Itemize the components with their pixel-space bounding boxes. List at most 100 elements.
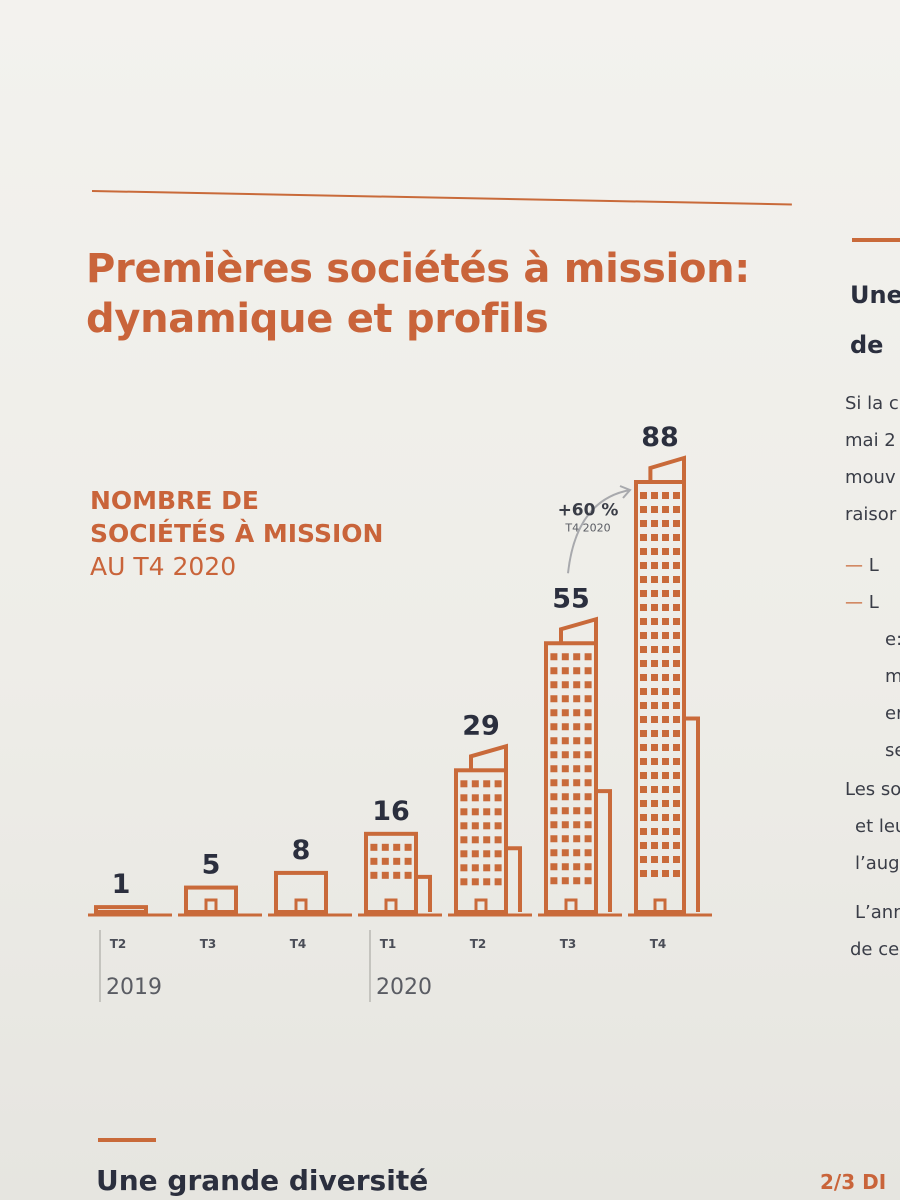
bullet-dash-icon: — bbox=[845, 592, 869, 613]
bar-window bbox=[640, 520, 647, 527]
x-tick-label: T2 bbox=[110, 937, 127, 951]
growth-arrow bbox=[567, 489, 631, 574]
bar-window bbox=[460, 864, 468, 872]
bar-window bbox=[573, 709, 581, 717]
bar-window bbox=[662, 828, 669, 835]
bar-window bbox=[573, 653, 581, 661]
next-section-heading: Une grande diversité bbox=[96, 1164, 429, 1197]
bar-window bbox=[662, 744, 669, 751]
right-bullet-cont: se bbox=[885, 740, 900, 761]
bar-window bbox=[662, 702, 669, 709]
bar-window bbox=[550, 723, 558, 731]
title-line-1: Premières sociétés à mission: bbox=[86, 246, 750, 292]
bar-window bbox=[662, 870, 669, 877]
bar-window bbox=[662, 800, 669, 807]
bar-window bbox=[662, 772, 669, 779]
bar-window bbox=[584, 723, 592, 731]
bar-window bbox=[640, 646, 647, 653]
bar-window bbox=[673, 576, 680, 583]
bar-door bbox=[653, 898, 667, 914]
bar-window bbox=[584, 709, 592, 717]
bar-building bbox=[274, 870, 328, 915]
bar-window bbox=[494, 822, 502, 830]
bar-window bbox=[550, 751, 558, 759]
right-text-line: l’augm bbox=[855, 853, 900, 874]
bar-building bbox=[94, 905, 148, 915]
bar-window bbox=[673, 870, 680, 877]
x-tick-label: T4 bbox=[290, 937, 307, 951]
right-bullet-cont: er bbox=[885, 703, 900, 724]
bar-window bbox=[640, 674, 647, 681]
bar-window bbox=[640, 856, 647, 863]
bar-window bbox=[573, 877, 581, 885]
bar-annex bbox=[596, 789, 612, 912]
bar-window bbox=[651, 534, 658, 541]
data-label: 88 bbox=[641, 422, 679, 453]
x-tick-label: T1 bbox=[380, 937, 397, 951]
year-label: 2019 bbox=[106, 975, 162, 1000]
bar-window bbox=[662, 758, 669, 765]
bar-window bbox=[561, 835, 569, 843]
bar-window bbox=[640, 604, 647, 611]
bar-window bbox=[584, 877, 592, 885]
bar-window bbox=[561, 863, 569, 871]
bar-window bbox=[640, 506, 647, 513]
bar-window bbox=[584, 863, 592, 871]
bar-window bbox=[651, 730, 658, 737]
bar-window bbox=[550, 737, 558, 745]
bar-window bbox=[460, 836, 468, 844]
right-column-divider bbox=[852, 238, 900, 242]
chart-subtitle: NOMBRE DE SOCIÉTÉS À MISSION AU T4 2020 bbox=[90, 484, 490, 583]
bar-window bbox=[483, 878, 491, 886]
bar-window bbox=[550, 765, 558, 773]
bar-window bbox=[393, 871, 401, 879]
bar-window bbox=[662, 604, 669, 611]
bar-window bbox=[550, 849, 558, 857]
bar-window bbox=[651, 632, 658, 639]
data-label: 16 bbox=[372, 796, 410, 827]
bar-window bbox=[494, 836, 502, 844]
bar-window bbox=[381, 843, 389, 851]
bar-window bbox=[584, 737, 592, 745]
bar-window bbox=[494, 850, 502, 858]
bar-window bbox=[651, 646, 658, 653]
bar-window bbox=[673, 688, 680, 695]
bar-window bbox=[573, 793, 581, 801]
bar-window bbox=[662, 716, 669, 723]
growth-arrowhead-icon bbox=[619, 485, 632, 499]
bar-window bbox=[494, 808, 502, 816]
bar-window bbox=[673, 590, 680, 597]
bar-window bbox=[640, 828, 647, 835]
bar-annex bbox=[684, 716, 700, 912]
bar-window bbox=[640, 772, 647, 779]
bar-window bbox=[651, 828, 658, 835]
bar-window bbox=[651, 548, 658, 555]
bar-window bbox=[573, 835, 581, 843]
bar-window bbox=[561, 765, 569, 773]
bar-window bbox=[640, 744, 647, 751]
data-label: 1 bbox=[112, 869, 131, 900]
bar-window bbox=[561, 737, 569, 745]
bar-window bbox=[673, 730, 680, 737]
bar-window bbox=[662, 576, 669, 583]
bar-rooftop bbox=[469, 743, 508, 771]
bar-window bbox=[561, 793, 569, 801]
bar-window bbox=[471, 780, 479, 788]
bar-window bbox=[640, 618, 647, 625]
bar-window bbox=[573, 821, 581, 829]
bar-window bbox=[640, 814, 647, 821]
bar-window bbox=[584, 681, 592, 689]
chart-subtitle-line-2: SOCIÉTÉS À MISSION bbox=[90, 519, 384, 548]
bar-window bbox=[651, 842, 658, 849]
bar-window bbox=[483, 822, 491, 830]
bar-window bbox=[662, 730, 669, 737]
bar-window bbox=[640, 870, 647, 877]
bar-window bbox=[662, 632, 669, 639]
bar-window bbox=[561, 709, 569, 717]
x-tick-label: T3 bbox=[200, 937, 217, 951]
bar-window bbox=[673, 562, 680, 569]
year-label: 2020 bbox=[376, 975, 432, 1000]
bar-window bbox=[673, 814, 680, 821]
annotation-value: +60 % bbox=[558, 500, 619, 520]
